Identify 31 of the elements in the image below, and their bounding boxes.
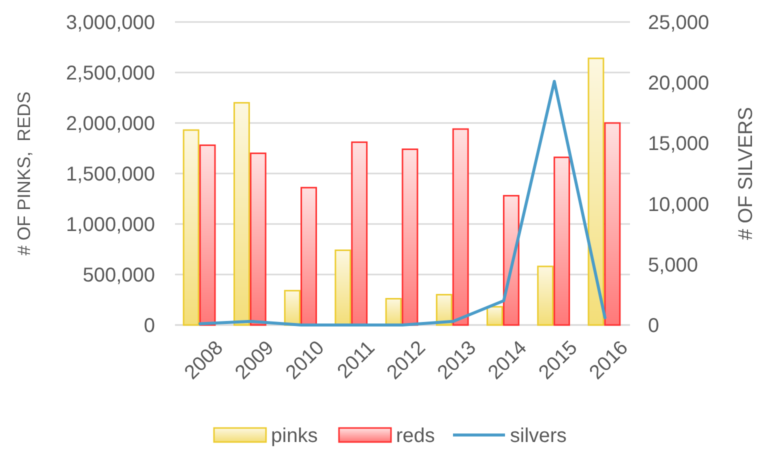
bar [486,306,503,326]
y-tick-label: 1,500,000 [66,164,155,186]
y2-tick-label: 15,000 [648,133,710,156]
bar [554,156,570,326]
y2-tick-label: 5,000 [648,254,698,276]
y-tick-label: 3,000,000 [66,12,155,34]
bar [604,122,621,326]
bar [233,102,250,326]
legend-label: reds [396,425,435,447]
bar [284,290,301,326]
y2-tick-label: 20,000 [648,72,710,95]
y-axis-title: # OF PINKS, REDS [14,91,34,256]
bar [452,128,469,326]
y-tick-label: 500,000 [82,264,155,286]
y2-tick-label: 10,000 [648,194,710,216]
bar [199,144,216,326]
y-tick-label: 2,000,000 [66,113,155,135]
y2-tick-label: 0 [648,315,660,337]
bar [537,266,554,326]
line-series [198,80,606,326]
bar [250,152,266,326]
y-tick-label: 2,500,000 [66,62,155,84]
bar [588,58,604,326]
y2-axis-title: # OF SILVERS [735,106,757,240]
legend-label: silvers [510,425,567,447]
y2-tick-label: 25,000 [648,12,710,34]
bar [402,148,418,326]
legend-label: pinks [271,425,318,447]
bar [182,129,200,326]
y-tick-label: 1,000,000 [66,214,155,236]
y-tick-label: 0 [144,315,155,337]
